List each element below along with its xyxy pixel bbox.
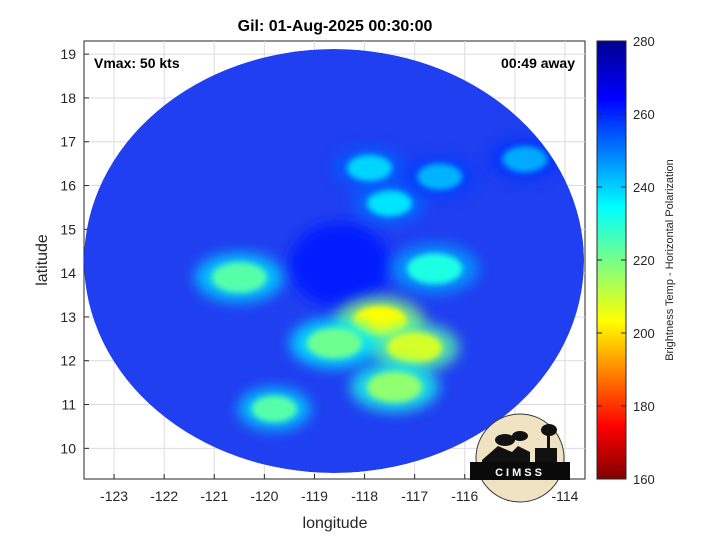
cimss-logo: CIMSS (470, 413, 570, 503)
y-tick-label: 14 (60, 265, 76, 281)
y-tick-label: 18 (60, 90, 76, 106)
logo-text: CIMSS (495, 467, 545, 479)
x-tick-label: -117 (401, 488, 428, 504)
brightness-temperature-field (195, 138, 561, 430)
outer-band-cell (417, 163, 463, 190)
y-ticks: 10 11 12 13 14 15 16 17 18 19 (60, 46, 89, 456)
x-tick-label: -114 (551, 488, 578, 504)
colorbar-tick-label: 280 (633, 34, 655, 49)
microwave-swath (84, 49, 584, 473)
y-tick-label: 16 (60, 178, 76, 194)
x-tick-label: -121 (200, 488, 228, 504)
x-tick-label: -123 (100, 488, 128, 504)
inner-band-cell (306, 327, 363, 359)
y-axis-label: latitude (34, 234, 51, 286)
storm-eye (289, 222, 390, 306)
y-tick-label: 11 (61, 397, 76, 413)
colorbar-tick-label: 160 (633, 472, 655, 487)
inner-band-cell (367, 371, 423, 403)
x-tick-label: -119 (301, 488, 328, 504)
inner-band-cell (387, 332, 443, 363)
colorbar-label: Brightness Temp - Horizontal Polarizatio… (664, 159, 676, 361)
time-away-annotation: 00:49 away (501, 55, 575, 71)
y-tick-label: 15 (60, 221, 76, 237)
y-tick-label: 13 (60, 309, 76, 325)
x-tick-label: -118 (351, 488, 378, 504)
x-axis-label: longitude (303, 515, 368, 532)
vmax-annotation: Vmax: 50 kts (94, 55, 180, 71)
outer-band-cell (347, 154, 393, 182)
x-tick-label: -122 (150, 488, 178, 504)
inner-band-cell (211, 262, 267, 293)
y-tick-label: 12 (60, 353, 76, 369)
x-tick-label: -116 (451, 488, 478, 504)
colorbar-tick-label: 200 (633, 326, 655, 341)
colorbar-tick-label: 220 (633, 253, 655, 268)
chart-title: Gil: 01-Aug-2025 00:30:00 (238, 18, 433, 35)
colorbar-tick-label: 260 (633, 107, 655, 122)
colorbar-tick-label: 240 (633, 180, 655, 195)
y-tick-label: 10 (60, 440, 76, 456)
outer-band-cell (502, 146, 548, 173)
x-tick-label: -120 (250, 488, 278, 504)
y-tick-label: 19 (60, 46, 76, 62)
colorbar-ticks: 160 180 200 220 240 260 280 (597, 34, 655, 487)
y-tick-label: 17 (60, 134, 76, 150)
outer-band-cell (251, 395, 297, 423)
outer-band-cell (367, 189, 413, 217)
colorbar-tick-label: 180 (633, 399, 655, 414)
inner-band-cell (407, 253, 463, 285)
